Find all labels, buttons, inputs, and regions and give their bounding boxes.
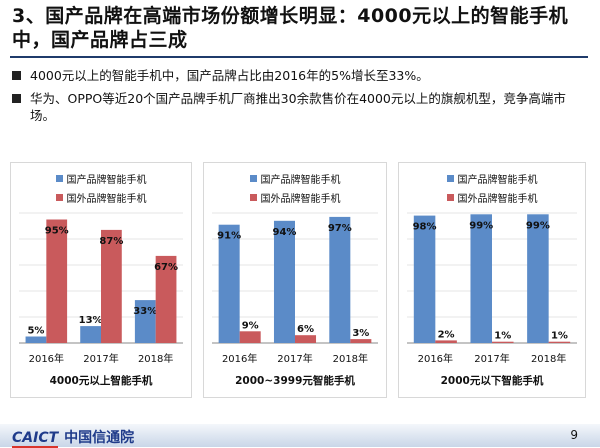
chart-panel-below-2000: 国产品牌智能手机 国外品牌智能手机 2000元以下智能手机 98% 2% 2016年 99%…	[398, 162, 586, 398]
bar	[101, 229, 122, 343]
bar	[25, 336, 47, 343]
legend: 国产品牌智能手机 国外品牌智能手机	[11, 169, 191, 207]
x-tick-label: 2018年	[138, 352, 173, 365]
footer: CAICT 中国信通院 9	[0, 424, 600, 448]
legend-item: 国产品牌智能手机	[11, 169, 191, 188]
legend-label: 国外品牌智能手机	[66, 194, 147, 205]
bar	[413, 215, 436, 343]
legend-swatch	[55, 175, 63, 182]
bar	[295, 335, 317, 343]
legend-swatch	[249, 194, 257, 201]
legend-swatch	[446, 175, 454, 182]
data-label: 1%	[494, 331, 511, 342]
bar	[350, 339, 372, 343]
data-label: 99%	[469, 220, 493, 231]
data-label: 33%	[133, 306, 157, 317]
data-label: 67%	[154, 262, 178, 273]
bar	[273, 220, 295, 343]
chart-title: 4000元以上智能手机	[49, 375, 153, 387]
x-tick-label: 2016年	[418, 352, 453, 365]
legend-label: 国产品牌智能手机	[457, 175, 538, 186]
legend: 国产品牌智能手机 国外品牌智能手机	[204, 169, 386, 207]
bar	[329, 216, 351, 343]
bullet-text: 华为、OPPO等近20个国产品牌手机厂商推出30余款售价在4000元以上的旗舰机…	[30, 91, 566, 123]
bar-chart: 98% 2% 2016年 99% 1% 2017年 99% 1% 2018年	[407, 212, 577, 365]
legend-label: 国产品牌智能手机	[66, 175, 147, 186]
caict-logo: CAICT 中国信通院	[12, 430, 135, 448]
x-tick-label: 2016年	[222, 352, 257, 365]
data-label: 87%	[99, 236, 123, 247]
data-label: 9%	[242, 320, 259, 331]
legend-item: 国外品牌智能手机	[204, 188, 386, 207]
legend-swatch	[249, 175, 257, 182]
data-label: 91%	[217, 231, 241, 242]
bullet-list: 4000元以上的智能手机中，国产品牌占比由2016年的5%增长至33%。 华为、…	[10, 67, 590, 130]
x-tick-label: 2017年	[474, 352, 509, 365]
chart-title: 2000元以下智能手机	[440, 375, 544, 387]
bullet-item: 4000元以上的智能手机中，国产品牌占比由2016年的5%增长至33%。	[10, 67, 590, 84]
bar	[470, 214, 492, 343]
data-label: 97%	[328, 223, 352, 234]
page-number: 9	[570, 428, 578, 442]
chart-panel-2000-3999: 国产品牌智能手机 国外品牌智能手机 2000~3999元智能手机 91% 9% 2016年…	[203, 162, 387, 398]
data-label: 5%	[27, 326, 44, 337]
bar-chart: 91% 9% 2016年 94% 6% 2017年 97% 3% 2018年	[212, 212, 378, 365]
bullet-text: 4000元以上的智能手机中，国产品牌占比由2016年的5%增长至33%。	[30, 68, 429, 83]
bar	[155, 255, 177, 343]
data-label: 1%	[551, 331, 568, 342]
chart-panel-4000-plus: 国产品牌智能手机 国外品牌智能手机 4000元以上智能手机 5% 95% 2016年 13%…	[10, 162, 192, 398]
bar-chart: 5% 95% 2016年 13% 87% 2017年 33% 67% 2018年	[19, 212, 183, 365]
bar	[492, 341, 514, 343]
bar	[435, 340, 457, 343]
data-label: 6%	[297, 324, 314, 335]
bar	[46, 219, 68, 343]
legend-item: 国产品牌智能手机	[399, 169, 585, 188]
data-label: 2%	[438, 329, 455, 340]
legend-item: 国外品牌智能手机	[399, 188, 585, 207]
x-tick-label: 2018年	[333, 352, 368, 365]
chart-title: 2000~3999元智能手机	[235, 375, 355, 387]
title-divider	[10, 56, 588, 58]
legend-label: 国外品牌智能手机	[260, 194, 341, 205]
x-tick-label: 2018年	[531, 352, 566, 365]
x-tick-label: 2017年	[83, 352, 118, 365]
legend-item: 国产品牌智能手机	[204, 169, 386, 188]
bar	[80, 326, 101, 343]
data-label: 99%	[526, 220, 550, 231]
x-tick-label: 2017年	[277, 352, 312, 365]
x-tick-label: 2016年	[29, 352, 64, 365]
data-label: 98%	[413, 222, 437, 233]
bar	[527, 214, 549, 343]
data-label: 13%	[79, 315, 103, 326]
legend-label: 国外品牌智能手机	[457, 194, 538, 205]
bar	[239, 331, 261, 343]
square-bullet-icon	[12, 71, 21, 80]
page-title: 3、国产品牌在高端市场份额增长明显：4000元以上的智能手机中，国产品牌占三成	[12, 5, 569, 51]
bar	[134, 300, 156, 343]
legend-swatch	[446, 194, 454, 201]
legend-swatch	[55, 194, 63, 201]
legend-item: 国外品牌智能手机	[11, 188, 191, 207]
data-label: 95%	[45, 226, 69, 237]
bar	[548, 341, 571, 343]
bullet-item: 华为、OPPO等近20个国产品牌手机厂商推出30余款售价在4000元以上的旗舰机…	[10, 90, 590, 124]
square-bullet-icon	[12, 94, 21, 103]
legend-label: 国产品牌智能手机	[260, 175, 341, 186]
bar	[218, 224, 240, 343]
data-label: 3%	[352, 328, 369, 339]
data-label: 94%	[273, 227, 297, 238]
legend: 国产品牌智能手机 国外品牌智能手机	[399, 169, 585, 207]
